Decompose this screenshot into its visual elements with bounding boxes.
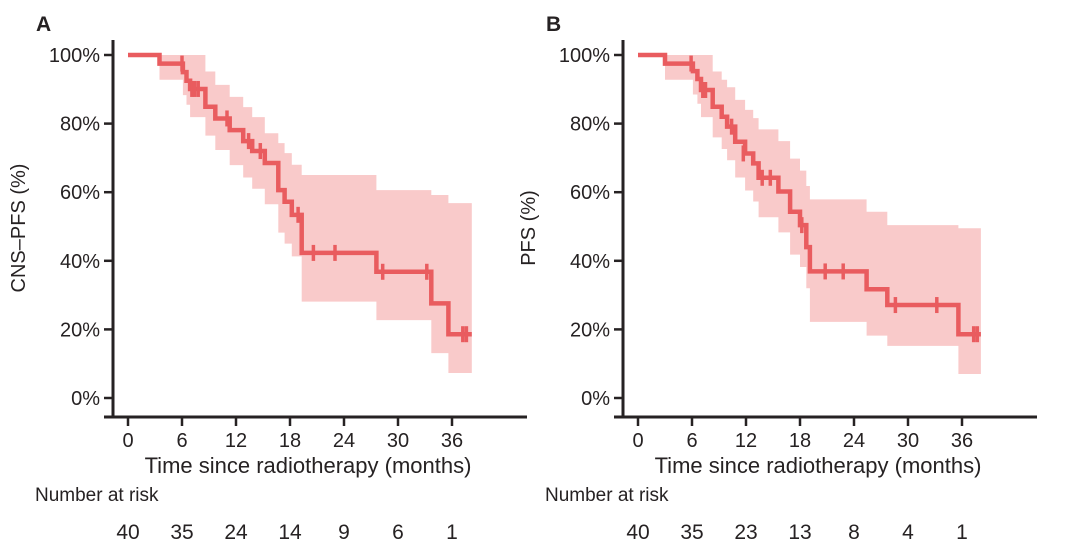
x-tick-label: 30 — [897, 430, 919, 452]
y-tick-label: 40% — [60, 251, 100, 273]
risk-count: 8 — [848, 521, 860, 544]
y-tick-label: 60% — [570, 182, 610, 204]
y-tick-label: 100% — [559, 45, 610, 67]
risk-count: 9 — [338, 521, 350, 544]
x-tick-label: 36 — [951, 430, 973, 452]
risk-table-header: Number at risk — [35, 485, 159, 506]
confidence-band — [665, 55, 981, 374]
x-tick-label: 24 — [333, 430, 355, 452]
risk-count: 1 — [446, 521, 458, 544]
risk-count: 40 — [626, 521, 649, 544]
panel-label: A — [36, 13, 51, 36]
risk-count: 13 — [788, 521, 811, 544]
y-tick-label: 40% — [570, 251, 610, 273]
x-tick-label: 24 — [843, 430, 865, 452]
risk-count: 6 — [392, 521, 404, 544]
risk-count: 24 — [224, 521, 248, 544]
risk-count: 23 — [734, 521, 757, 544]
risk-count: 14 — [278, 521, 302, 544]
risk-count: 40 — [116, 521, 139, 544]
x-tick-label: 12 — [225, 430, 247, 452]
risk-table-header: Number at risk — [545, 485, 669, 506]
y-axis-title: PFS (%) — [518, 190, 540, 266]
y-tick-label: 0% — [71, 388, 100, 410]
y-axis-title: CNS–PFS (%) — [8, 164, 30, 293]
x-tick-label: 30 — [387, 430, 409, 452]
x-tick-label: 12 — [735, 430, 757, 452]
panel-A: 0 6 12 18 24 30 36 0% 20% 40% 60% 80% 100% A CNS–PFS (… — [8, 13, 527, 544]
x-axis-title: Time since radiotherapy (months) — [655, 453, 982, 478]
x-tick-label: 6 — [176, 430, 187, 452]
risk-count: 1 — [956, 521, 968, 544]
x-axis-title: Time since radiotherapy (months) — [145, 453, 472, 478]
y-tick-label: 80% — [60, 114, 100, 136]
km-step-curve — [128, 52, 472, 337]
y-tick-label: 100% — [49, 45, 100, 67]
panel-label: B — [546, 13, 561, 36]
y-tick-label: 0% — [581, 388, 610, 410]
y-tick-label: 20% — [570, 319, 610, 341]
x-tick-label: 0 — [122, 430, 133, 452]
risk-count: 35 — [680, 521, 703, 544]
confidence-band — [159, 55, 472, 373]
y-tick-label: 80% — [570, 114, 610, 136]
x-tick-label: 6 — [686, 430, 697, 452]
x-tick-label: 18 — [279, 430, 301, 452]
risk-count: 4 — [902, 521, 914, 544]
y-tick-label: 60% — [60, 182, 100, 204]
x-tick-label: 18 — [789, 430, 811, 452]
risk-count: 35 — [170, 521, 193, 544]
x-tick-label: 0 — [632, 430, 643, 452]
y-tick-label: 20% — [60, 319, 100, 341]
x-tick-label: 36 — [441, 430, 463, 452]
km-step-curve — [638, 52, 981, 337]
